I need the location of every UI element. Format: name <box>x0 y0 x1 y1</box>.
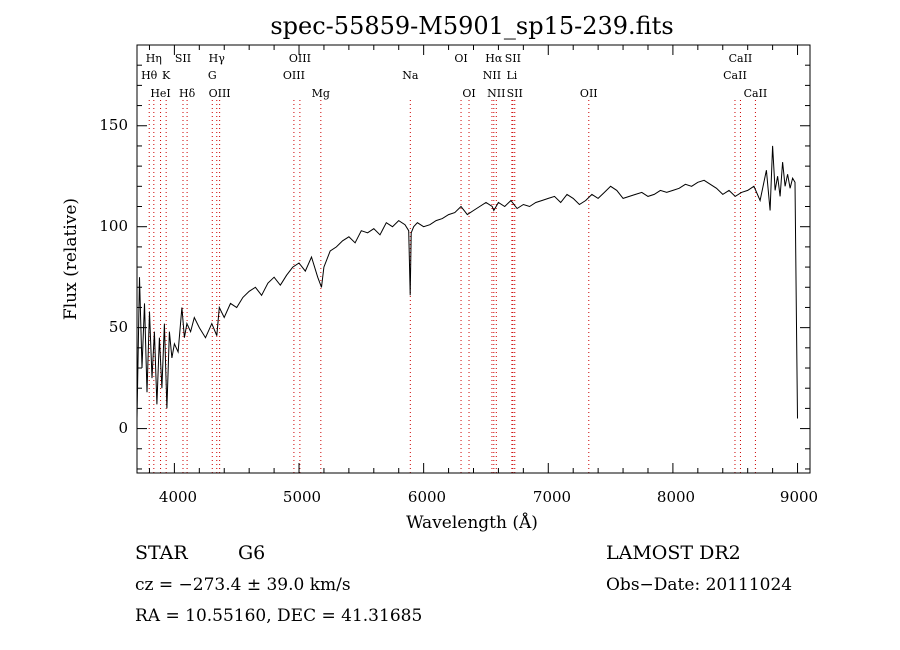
x-tick-label: 5000 <box>283 488 321 506</box>
line-marker-label: OI <box>462 87 475 100</box>
spectral-line-markers <box>148 100 756 473</box>
line-marker-label: Na <box>402 69 419 82</box>
line-marker-label: OIII <box>283 69 305 82</box>
line-marker-label: OI <box>454 52 467 65</box>
redshift-velocity: cz = −273.4 ± 39.0 km/s <box>135 575 351 595</box>
chart-title: spec-55859-M5901_sp15-239.fits <box>270 12 673 40</box>
x-tick-label: 6000 <box>408 488 446 506</box>
line-marker-label: Li <box>506 69 517 82</box>
line-marker-label: SII <box>505 52 521 65</box>
observation-date: Obs−Date: 20111024 <box>606 575 792 595</box>
line-marker-label: Hγ <box>209 52 226 65</box>
line-marker-label: OIII <box>209 87 231 100</box>
line-marker-label: NII <box>483 69 501 82</box>
sky-coordinates: RA = 10.55160, DEC = 41.31685 <box>135 606 422 626</box>
line-marker-label: Hθ <box>141 69 158 82</box>
survey-name: LAMOST DR2 <box>606 542 741 564</box>
line-marker-label: SII <box>507 87 523 100</box>
line-marker-label: NII <box>487 87 505 100</box>
line-marker-label: CaII <box>729 52 753 65</box>
y-axis-label: Flux (relative) <box>61 198 81 320</box>
y-tick-label: 0 <box>118 419 128 437</box>
y-tick-label: 50 <box>109 318 128 336</box>
x-tick-label: 4000 <box>159 488 197 506</box>
spectrum-line <box>136 145 798 419</box>
line-marker-label: HeI <box>150 87 170 100</box>
line-marker-label: CaII <box>723 69 747 82</box>
x-tick-label: 7000 <box>533 488 571 506</box>
object-class: STAR <box>135 542 188 564</box>
line-marker-label: OIII <box>289 52 311 65</box>
y-tick-label: 100 <box>99 217 128 235</box>
line-marker-label: Hη <box>146 52 162 65</box>
line-marker-label: G <box>208 69 217 82</box>
line-marker-label: Hδ <box>179 87 196 100</box>
object-subclass: G6 <box>238 542 265 564</box>
line-marker-label: K <box>162 69 171 82</box>
y-tick-label: 150 <box>99 116 128 134</box>
x-tick-label: 9000 <box>780 488 818 506</box>
line-marker-label: CaII <box>744 87 768 100</box>
axis-ticks <box>137 45 810 473</box>
line-marker-label: SII <box>175 52 191 65</box>
line-marker-label: OII <box>580 87 598 100</box>
line-marker-label: Hα <box>485 52 503 65</box>
line-marker-label: Mg <box>312 87 330 100</box>
x-axis-label: Wavelength (Å) <box>406 512 538 533</box>
x-tick-label: 8000 <box>657 488 695 506</box>
plot-frame <box>136 44 811 474</box>
